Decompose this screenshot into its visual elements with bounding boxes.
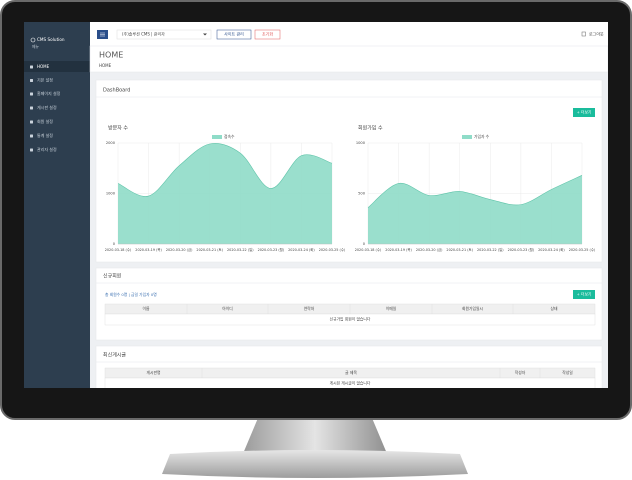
screen-content: CMS Solution 메뉴 (주)솔루션 CMS | 관리자 사이트 관리 …: [24, 22, 608, 388]
reset-button[interactable]: [254, 29, 281, 40]
logout-icon: [581, 31, 586, 37]
legend-swatch: [462, 135, 472, 139]
logout[interactable]: 로그아웃: [589, 31, 604, 37]
chart-title: 회원가입 수: [358, 125, 383, 132]
column-header: 게시판명: [147, 370, 161, 375]
chart-title: 방문자 수: [108, 125, 128, 132]
area-line: [367, 175, 583, 208]
x-tick-label: 2020-03-21 (토): [446, 248, 473, 252]
menu-icon: [100, 32, 105, 37]
panel-title: 최신게시글: [103, 352, 126, 359]
column-header: 회원가입일시: [462, 306, 483, 311]
menu-item[interactable]: 회원 설정: [37, 118, 53, 124]
column-header: 이메일: [386, 306, 397, 311]
monitor-base: [162, 450, 468, 478]
y-tick-label: 1000: [106, 192, 116, 196]
area-fill: [368, 175, 582, 244]
caret: [203, 33, 207, 36]
site-button-label: 사이트 관리: [224, 31, 244, 37]
legend-label: 가입자 수: [474, 134, 490, 139]
menu-item[interactable]: 통계 설정: [37, 132, 53, 138]
sidebar-subtitle: 메뉴: [32, 44, 39, 49]
y-tick-label: 0: [363, 242, 366, 246]
sidebar: [24, 22, 90, 388]
y-tick-label: 1000: [356, 141, 366, 145]
site-button[interactable]: [216, 29, 252, 40]
x-tick-label: 2020-03-18 (수): [355, 247, 382, 252]
menu-item[interactable]: 홈페이지 설정: [37, 90, 61, 96]
menu-icon: [30, 65, 33, 69]
menu-icon: [30, 106, 33, 110]
column-header: 작성일: [562, 370, 573, 375]
menu-icon: [30, 92, 33, 96]
x-tick-label: 2020-03-20 (금): [416, 248, 443, 252]
x-tick-label: 2020-03-24 (화): [288, 247, 315, 252]
legend-swatch: [212, 135, 222, 139]
x-tick-label: 2020-03-18 (수): [105, 247, 132, 252]
x-tick-label: 2020-03-22 (일): [477, 247, 504, 252]
x-tick-label: 2020-03-24 (화): [538, 247, 565, 252]
site-select[interactable]: [116, 29, 212, 40]
menu-icon: [30, 148, 33, 152]
sidebar-active: [24, 61, 90, 72]
column-header: 작성자: [515, 370, 526, 375]
column-header: 연락처: [304, 306, 315, 311]
menu-icon: [30, 134, 33, 138]
panel-title: DashBoard: [103, 88, 130, 94]
column-header: 아이디: [222, 306, 232, 311]
x-tick-label: 2020-03-25 (수): [569, 247, 596, 252]
x-tick-label: 2020-03-23 (월): [258, 247, 285, 252]
more-button-label: + 더보기: [577, 110, 592, 115]
column-header: 이름: [143, 306, 150, 311]
monitor-neck: [242, 418, 388, 456]
more-button[interactable]: [573, 290, 595, 299]
menu-item[interactable]: 관리자 설정: [37, 146, 57, 152]
menu-item[interactable]: 게시판 설정: [37, 104, 57, 110]
x-tick-label: 2020-03-19 (목): [385, 248, 412, 252]
member-summary: 총 회원수 0명 | 금일 가입자 0명: [105, 292, 157, 297]
breadcrumb: HOME: [99, 63, 112, 68]
y-tick-label: 500: [358, 192, 366, 196]
empty-message: 게시된 게시글이 없습니다: [330, 381, 371, 386]
page-header: [89, 45, 608, 73]
y-tick-label: 0: [113, 242, 116, 246]
brand-icon: [30, 37, 36, 43]
x-tick-label: 2020-03-20 (금): [166, 248, 193, 252]
empty-message: 신규가입 회원이 없습니다: [330, 317, 371, 322]
reset-button-label: 초기화: [262, 31, 273, 37]
menu-icon: [30, 79, 33, 82]
x-tick-label: 2020-03-22 (일): [227, 247, 254, 252]
area-line: [117, 143, 333, 197]
panel-title: 신규회원: [103, 273, 122, 280]
column-header: 상태: [551, 306, 558, 311]
page-title: HOME: [99, 51, 123, 60]
table-row: [104, 377, 596, 388]
menu-item[interactable]: 기본 설정: [37, 77, 53, 83]
x-tick-label: 2020-03-19 (목): [135, 248, 162, 252]
x-tick-label: 2020-03-23 (월): [508, 247, 535, 252]
brand: CMS Solution: [37, 37, 65, 42]
column-header: 글 제목: [345, 370, 357, 375]
area-fill: [118, 143, 332, 244]
menu-item[interactable]: HOME: [37, 64, 50, 69]
menu-icon: [30, 120, 33, 124]
more-button[interactable]: [573, 108, 595, 117]
y-tick-label: 2000: [106, 141, 116, 145]
x-tick-label: 2020-03-21 (토): [196, 248, 223, 252]
site-select-text: (주)솔루션 CMS | 관리자: [122, 31, 165, 37]
x-tick-label: 2020-03-25 (수): [319, 247, 346, 252]
legend-label: 접속수: [224, 134, 235, 139]
more-button-label: + 더보기: [577, 292, 592, 297]
